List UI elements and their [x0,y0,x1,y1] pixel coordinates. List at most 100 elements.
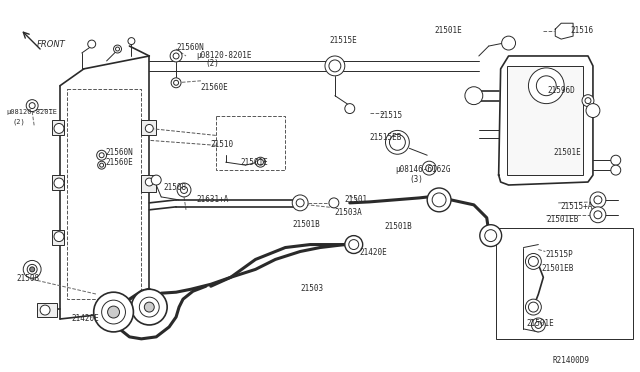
Text: 21503: 21503 [300,284,323,293]
Circle shape [529,256,538,266]
Text: 21560N: 21560N [176,43,204,52]
Circle shape [385,131,410,154]
Text: 21501E: 21501E [553,148,581,157]
Circle shape [171,78,181,88]
Circle shape [97,150,107,160]
Circle shape [128,38,135,45]
Circle shape [145,178,153,186]
Circle shape [582,95,594,107]
Circle shape [26,100,38,112]
Circle shape [529,302,538,312]
Polygon shape [499,56,593,185]
Text: 21501B: 21501B [385,222,412,231]
Bar [141,121,156,135]
Text: 21501: 21501 [345,195,368,204]
Circle shape [23,260,41,278]
Circle shape [54,232,64,241]
Text: 21631+A: 21631+A [197,195,229,204]
Circle shape [151,175,161,185]
Text: (3): (3) [410,175,423,184]
Circle shape [296,199,304,207]
Bar [507,66,583,175]
Circle shape [54,124,64,134]
Bar [216,116,285,170]
Circle shape [349,240,358,250]
Circle shape [594,196,602,204]
Circle shape [93,292,133,332]
Text: 21508: 21508 [163,183,186,192]
Circle shape [594,211,602,219]
Text: 21503A: 21503A [335,208,363,217]
Circle shape [535,321,542,328]
Circle shape [590,207,606,223]
Text: 21501E: 21501E [241,158,268,167]
Polygon shape [556,23,573,39]
Circle shape [29,103,35,109]
Circle shape [531,318,545,332]
Bar [495,228,633,339]
Circle shape [99,153,104,158]
Circle shape [292,195,308,211]
Circle shape [525,253,541,269]
Text: 21420E: 21420E [360,247,387,257]
Text: µ08146-6162G: µ08146-6162G [396,165,451,174]
Circle shape [29,267,35,272]
Circle shape [484,230,497,241]
Bar [52,121,64,135]
Circle shape [108,306,120,318]
Circle shape [113,45,122,53]
Circle shape [390,134,405,150]
Circle shape [480,225,502,247]
Circle shape [54,178,64,188]
Circle shape [590,192,606,208]
Text: 21515EB: 21515EB [370,134,402,142]
Circle shape [426,165,433,171]
Text: 21510: 21510 [211,140,234,149]
Circle shape [325,56,345,76]
Circle shape [529,68,564,104]
Circle shape [173,53,179,59]
Text: 21516: 21516 [570,26,593,35]
Circle shape [345,104,355,113]
Circle shape [40,305,50,315]
Circle shape [28,264,37,274]
Bar [67,89,141,299]
Circle shape [88,40,96,48]
Text: 21515+A: 21515+A [560,202,593,211]
Circle shape [611,165,621,175]
Circle shape [611,155,621,165]
Circle shape [422,161,436,175]
Text: 21515E: 21515E [330,36,358,45]
Text: 21508: 21508 [16,274,40,283]
Text: 21515: 21515 [380,110,403,119]
Circle shape [102,300,125,324]
Circle shape [345,235,363,253]
Circle shape [502,36,516,50]
Text: 21560E: 21560E [201,83,228,92]
Circle shape [255,157,266,167]
Circle shape [180,186,188,193]
Circle shape [329,60,341,72]
Circle shape [465,87,483,105]
Bar [52,230,64,244]
Circle shape [177,183,191,197]
Text: 21560N: 21560N [106,148,133,157]
Circle shape [427,188,451,212]
Text: FRONT: FRONT [37,40,66,49]
Circle shape [257,159,264,165]
Circle shape [131,289,167,325]
Circle shape [432,193,446,207]
Text: 21501EB: 21501EB [541,264,573,273]
Circle shape [170,50,182,62]
Text: 21501EB: 21501EB [547,215,579,224]
Circle shape [585,98,591,104]
Text: R21400D9: R21400D9 [552,356,589,365]
Circle shape [145,302,154,312]
Text: 21515P: 21515P [545,250,573,259]
Bar [37,303,57,317]
Circle shape [98,161,106,169]
Circle shape [329,198,339,208]
Text: µ08120-8201E: µ08120-8201E [196,51,252,60]
Circle shape [525,299,541,315]
Bar [141,175,156,192]
